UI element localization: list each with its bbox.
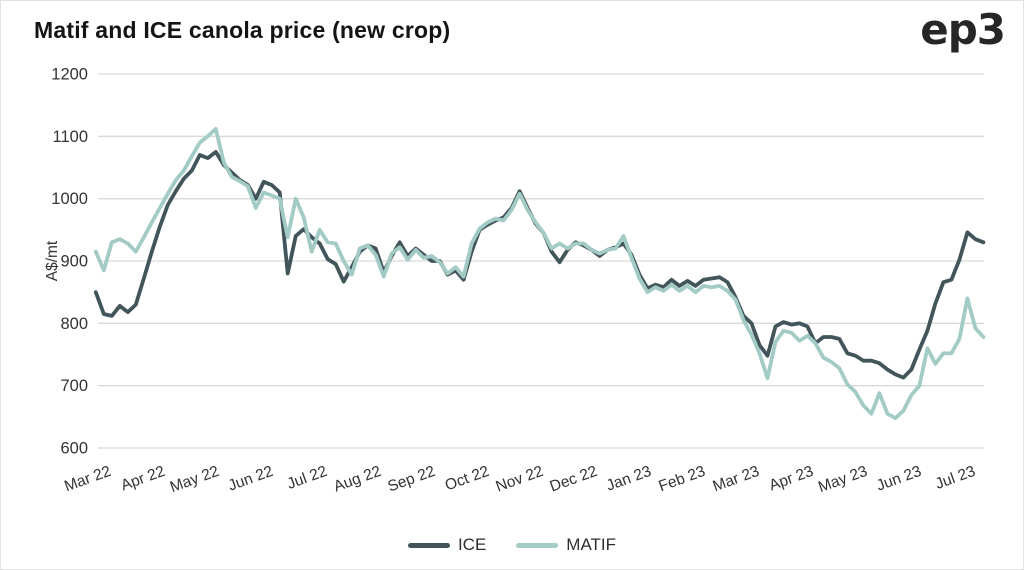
x-tick-label: Sep 22 (386, 463, 438, 496)
legend-item-ice: ICE (407, 535, 487, 555)
brand-logo: ep3 (920, 5, 1006, 54)
series-line-ice (93, 150, 986, 380)
x-tick-label: Feb 23 (656, 463, 707, 495)
x-tick-label: Apr 22 (119, 463, 168, 495)
y-tick-label: 1200 (51, 66, 88, 84)
x-tick-label: Jul 23 (933, 463, 978, 493)
x-tick-label: Mar 23 (711, 463, 762, 495)
legend-swatch-matif (516, 542, 559, 548)
legend: ICE MATIF (1, 535, 1023, 555)
x-tick-label: Apr 23 (767, 463, 816, 495)
legend-label-ice: ICE (457, 535, 487, 554)
chart-title: Matif and ICE canola price (new crop) (34, 17, 451, 43)
legend-swatch-ice (407, 542, 450, 548)
x-tick-label: Jul 22 (285, 463, 330, 493)
legend-label-matif: MATIF (566, 535, 617, 554)
y-tick-label: 700 (60, 377, 88, 395)
x-tick-label: Dec 22 (548, 463, 600, 496)
y-tick-label: 1000 (51, 190, 88, 208)
x-tick-label: Mar 22 (62, 463, 113, 495)
y-tick-label: 800 (60, 315, 88, 333)
y-axis-label: A$/mt (44, 240, 61, 281)
series-line-matif (93, 127, 986, 420)
x-tick-label: May 23 (816, 463, 870, 496)
y-tick-label: 600 (60, 440, 88, 458)
y-tick-label: 1100 (53, 128, 88, 146)
x-tick-label: Jun 23 (874, 463, 924, 495)
x-tick-label: Aug 22 (331, 463, 383, 496)
y-tick-label: 900 (60, 253, 88, 271)
x-tick-label: Nov 22 (494, 463, 546, 496)
x-tick-label: Jun 22 (226, 463, 276, 495)
legend-item-matif: MATIF (516, 535, 616, 555)
x-tick-label: May 22 (168, 463, 222, 496)
x-tick-label: Jan 23 (604, 463, 654, 495)
x-tick-label: Oct 22 (443, 463, 492, 495)
